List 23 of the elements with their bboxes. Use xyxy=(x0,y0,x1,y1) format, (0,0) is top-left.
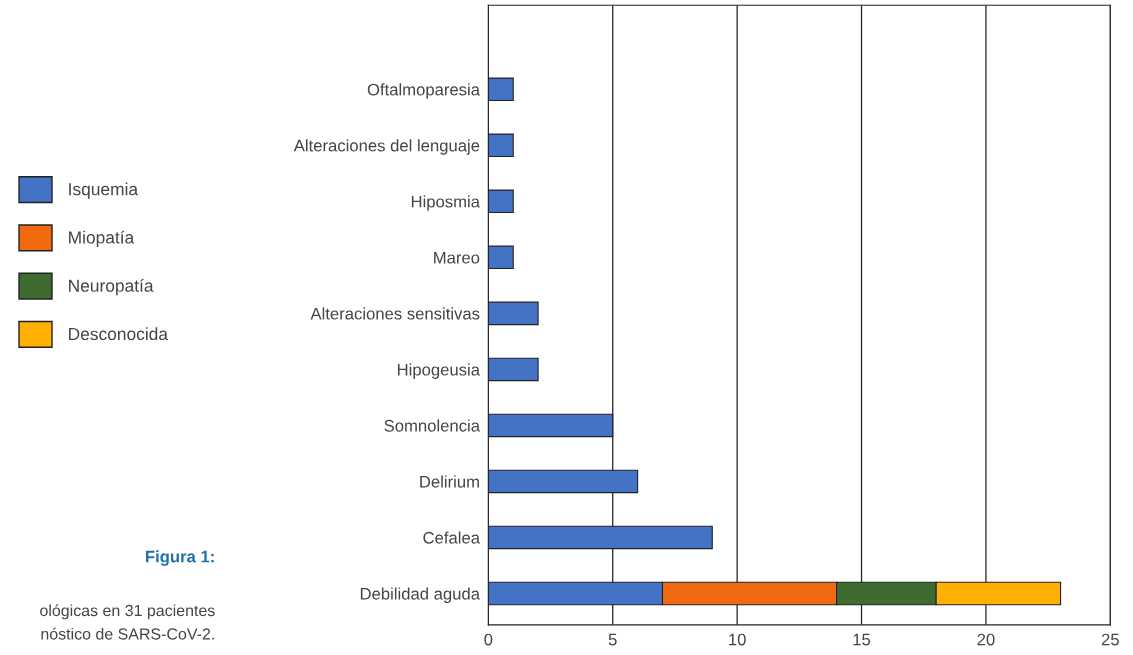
y-tick-label: Mareo xyxy=(434,251,480,264)
y-tick-label: Oftalmoparesia xyxy=(367,83,480,99)
y-tick-label: Debilidad aguda xyxy=(360,587,480,603)
y-tick-label: Cefalea xyxy=(423,531,480,544)
y-tick-label: Somnolencia xyxy=(384,419,480,432)
y-tick-label: Alteraciones sensitivas xyxy=(310,307,480,320)
y-tick-label: Delirium xyxy=(420,475,479,488)
legend-label: Isquemia xyxy=(69,182,139,199)
y-tick-label: Hiposmia xyxy=(411,195,480,211)
text: ológicas en 31 pacientes xyxy=(40,604,215,620)
x-tick-label: 25 xyxy=(1101,633,1119,646)
legend-label: Desconocida xyxy=(69,327,168,341)
legend-label: Miopatía xyxy=(69,230,135,248)
y-tick-label: Hipogeusia xyxy=(397,363,480,379)
x-tick-label: 20 xyxy=(977,633,995,646)
text: nóstico de SARS-CoV-2. xyxy=(41,627,214,640)
x-tick-label: 0 xyxy=(484,633,493,646)
legend-label: Neuropatía xyxy=(69,278,154,296)
y-tick-label: Alteraciones del lenguaje xyxy=(293,139,480,155)
x-tick-label: 5 xyxy=(608,633,617,646)
x-tick-label: 15 xyxy=(853,633,871,646)
text: Figura 1: xyxy=(146,550,214,566)
x-tick-label: 10 xyxy=(729,633,746,646)
